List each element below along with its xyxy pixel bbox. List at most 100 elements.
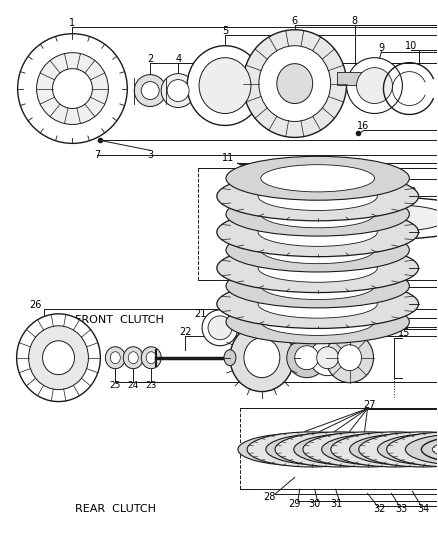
Ellipse shape	[346, 58, 403, 114]
Text: 7: 7	[94, 150, 100, 160]
Ellipse shape	[226, 264, 410, 308]
Ellipse shape	[309, 197, 438, 239]
Text: 13: 13	[383, 170, 396, 180]
Ellipse shape	[265, 441, 331, 458]
Ellipse shape	[294, 433, 413, 465]
Ellipse shape	[261, 272, 374, 300]
Ellipse shape	[226, 228, 410, 272]
Ellipse shape	[124, 347, 143, 369]
Text: REAR  CLUTCH: REAR CLUTCH	[75, 504, 156, 514]
Ellipse shape	[389, 440, 438, 459]
Ellipse shape	[258, 182, 377, 211]
Ellipse shape	[17, 314, 100, 401]
Ellipse shape	[287, 338, 327, 378]
Ellipse shape	[261, 237, 374, 264]
Text: 17: 17	[346, 318, 358, 328]
Text: 24: 24	[127, 381, 139, 390]
Ellipse shape	[226, 300, 410, 344]
Text: 14: 14	[289, 285, 301, 295]
Ellipse shape	[258, 254, 377, 282]
Text: 11: 11	[222, 154, 234, 163]
Ellipse shape	[243, 30, 346, 138]
Ellipse shape	[247, 432, 376, 467]
Ellipse shape	[350, 433, 438, 465]
Text: 34: 34	[417, 504, 430, 514]
Ellipse shape	[387, 432, 438, 467]
Ellipse shape	[338, 345, 361, 370]
Ellipse shape	[208, 316, 232, 340]
Ellipse shape	[261, 308, 374, 335]
Text: 21: 21	[194, 309, 206, 319]
Ellipse shape	[341, 205, 438, 231]
Ellipse shape	[226, 192, 410, 236]
Ellipse shape	[18, 34, 127, 143]
Text: 30: 30	[308, 499, 321, 509]
Ellipse shape	[37, 53, 108, 124]
Ellipse shape	[377, 441, 438, 458]
Ellipse shape	[217, 244, 419, 293]
Text: 8: 8	[352, 16, 358, 26]
Ellipse shape	[53, 69, 92, 109]
Text: 19: 19	[300, 320, 313, 330]
Text: 3: 3	[147, 150, 153, 160]
Ellipse shape	[187, 46, 263, 125]
Text: 28: 28	[264, 492, 276, 502]
Ellipse shape	[321, 433, 438, 465]
Ellipse shape	[378, 433, 438, 465]
Text: FRONT  CLUTCH: FRONT CLUTCH	[75, 315, 164, 325]
Ellipse shape	[238, 433, 357, 465]
Ellipse shape	[110, 352, 120, 364]
Ellipse shape	[258, 289, 377, 318]
Text: 20: 20	[256, 309, 268, 319]
Ellipse shape	[134, 75, 166, 107]
Ellipse shape	[275, 432, 404, 467]
Text: 4: 4	[175, 54, 181, 63]
Text: 23: 23	[145, 381, 157, 390]
Ellipse shape	[432, 441, 438, 458]
Ellipse shape	[303, 432, 432, 467]
Ellipse shape	[167, 79, 189, 101]
Ellipse shape	[161, 74, 195, 108]
Ellipse shape	[331, 432, 438, 467]
Text: 6: 6	[292, 16, 298, 26]
Ellipse shape	[259, 46, 331, 122]
Ellipse shape	[141, 82, 159, 100]
Ellipse shape	[310, 340, 346, 376]
Text: 32: 32	[373, 504, 386, 514]
Ellipse shape	[146, 352, 156, 364]
Ellipse shape	[128, 352, 138, 364]
Text: 12: 12	[405, 187, 417, 197]
Ellipse shape	[266, 433, 385, 465]
Ellipse shape	[293, 441, 359, 458]
Text: 2: 2	[147, 54, 153, 63]
Ellipse shape	[305, 440, 374, 459]
Ellipse shape	[333, 440, 402, 459]
Text: 33: 33	[395, 504, 407, 514]
Ellipse shape	[277, 440, 346, 459]
Text: 27: 27	[363, 400, 376, 409]
Ellipse shape	[295, 346, 319, 370]
Ellipse shape	[406, 433, 438, 465]
Ellipse shape	[244, 338, 280, 378]
Ellipse shape	[217, 279, 419, 328]
Ellipse shape	[261, 165, 374, 192]
Ellipse shape	[357, 68, 392, 103]
Ellipse shape	[404, 441, 438, 458]
Text: 15: 15	[398, 328, 410, 338]
Text: 18: 18	[324, 320, 336, 330]
Ellipse shape	[217, 172, 419, 221]
Ellipse shape	[42, 341, 74, 375]
Text: 25: 25	[110, 381, 121, 390]
Ellipse shape	[230, 324, 294, 392]
Text: 16: 16	[357, 122, 370, 132]
Ellipse shape	[202, 310, 238, 346]
Ellipse shape	[217, 207, 419, 257]
Ellipse shape	[106, 347, 125, 369]
Text: 5: 5	[222, 26, 228, 36]
Text: 9: 9	[378, 43, 385, 53]
Text: 26: 26	[29, 300, 42, 310]
Text: 10: 10	[405, 41, 417, 51]
Ellipse shape	[28, 326, 88, 390]
Ellipse shape	[361, 440, 430, 459]
Ellipse shape	[359, 432, 438, 467]
